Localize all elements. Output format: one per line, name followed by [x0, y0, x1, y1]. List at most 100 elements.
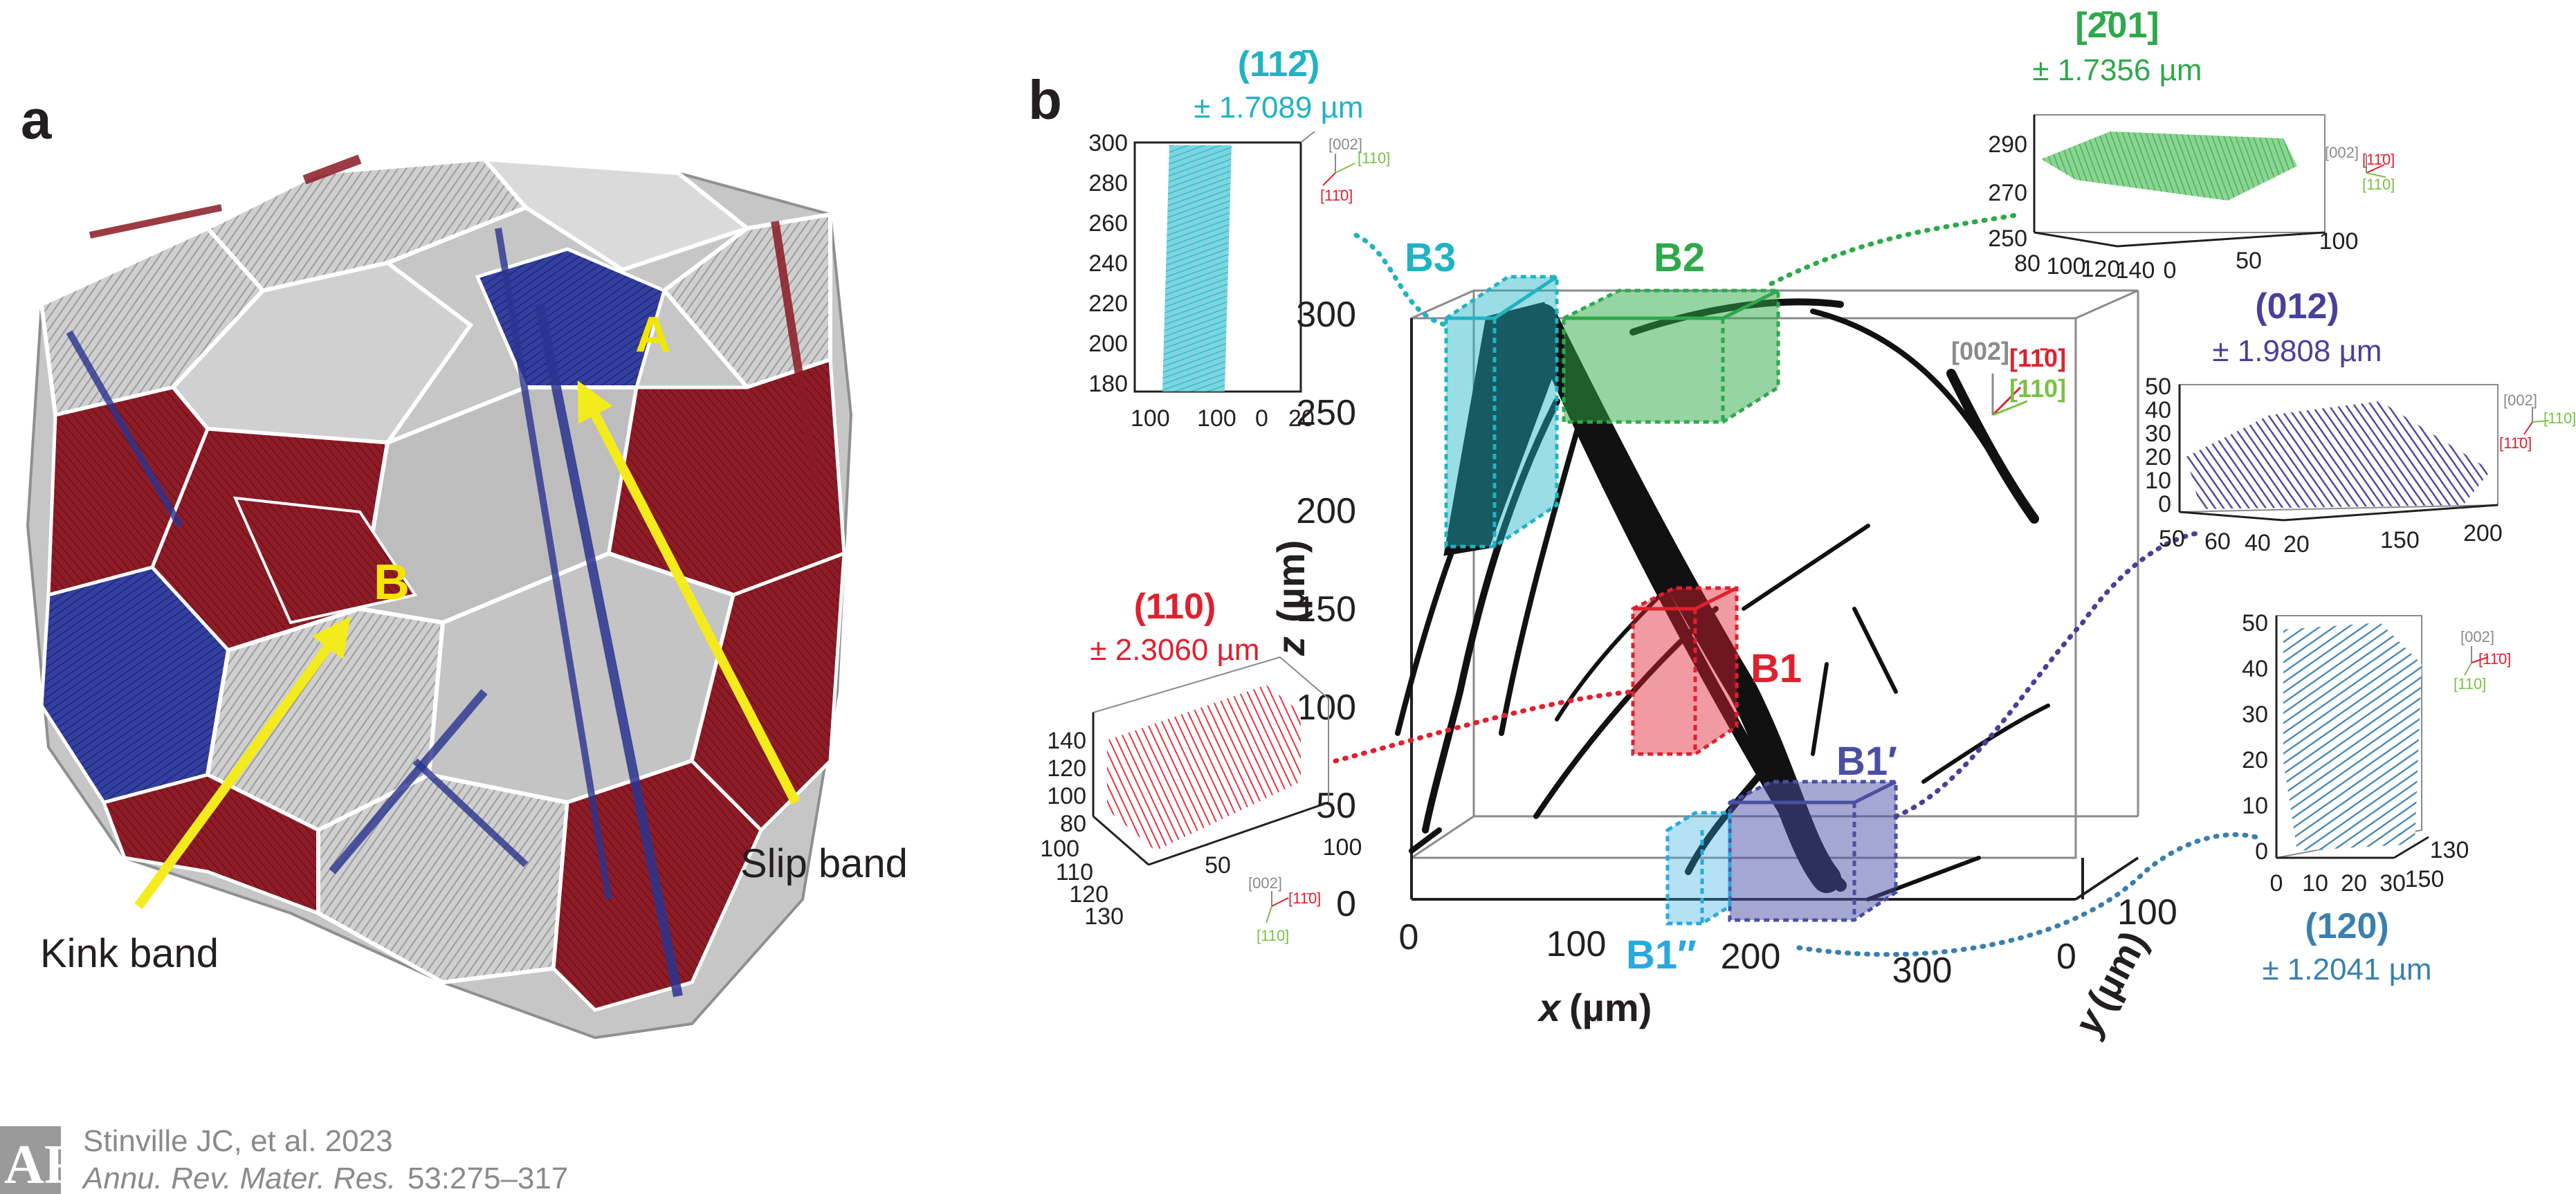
- box-label-b1-double-prime: B1″: [1626, 933, 1697, 977]
- box-b1: [1631, 586, 1739, 756]
- inset-b3-z-tick: 200: [1088, 331, 1128, 357]
- inset-b2: [2̄01] ± 1.7356 µm 290 270 250 80 100 12…: [1988, 6, 2395, 284]
- inset-b1-double-prime: 50 40 30 20 10 0 0 10 20 30 130 150 (120…: [2242, 610, 2511, 986]
- y-ticks: 0 100: [2056, 892, 2177, 977]
- svg-text:AR: AR: [4, 1135, 85, 1194]
- inset-b3-z-tick: 260: [1088, 210, 1128, 237]
- inset-b1-triad: [002] [11̄0] [110]: [1248, 874, 1321, 944]
- inset-b1pp-x-tick: 10: [2302, 870, 2328, 897]
- x-tick: 300: [1892, 950, 1953, 991]
- y-axis-title: y (µm): [2065, 924, 2156, 1043]
- inset-b1p-z-tick: 10: [2145, 468, 2171, 494]
- inset-b1p-sub: ± 1.9808 µm: [2212, 334, 2382, 368]
- inset-b1pp-z-tick: 30: [2242, 701, 2268, 728]
- inset-b1pp-triad-b: [11̄0]: [2478, 650, 2511, 668]
- inset-b2-x-tick: 100: [2047, 253, 2086, 279]
- inset-b2-triad-a: [002]: [2325, 144, 2359, 161]
- credit-pages: 53:275–317: [408, 1161, 568, 1194]
- inset-b2-sub: ± 1.7356 µm: [2032, 53, 2202, 87]
- box-label-b1: B1: [1751, 646, 1802, 691]
- slip-band-arrow: [576, 380, 801, 805]
- inset-b3-triad-b: [110]: [1358, 149, 1390, 167]
- inset-b1pp-z-tick: 0: [2255, 838, 2268, 865]
- inset-b1-z-tick: 100: [1047, 783, 1086, 809]
- z-tick: 150: [1296, 589, 1356, 630]
- inset-b3-x-tick: 20: [1288, 405, 1315, 432]
- inset-b1p-x-tick: 50: [2159, 526, 2185, 552]
- main-3d-plot: B3 B2 B1 B1′ B1″ 300 250 200 150 100 50 …: [1269, 235, 2177, 1043]
- inset-b1pp-sub: ± 1.2041 µm: [2262, 953, 2431, 986]
- z-tick: 50: [1316, 786, 1356, 826]
- marker-a: A: [635, 307, 671, 362]
- box-b2: [1562, 288, 1780, 424]
- panel-a-label: a: [21, 89, 52, 150]
- inset-b1: (110) ± 2.3060 µm 140 120 100 80 100 110…: [1040, 587, 1362, 944]
- inset-b1-triad-a: [002]: [1248, 874, 1282, 892]
- inset-b1pp-y-tick: 150: [2405, 866, 2445, 892]
- box-label-b1-prime: B1′: [1836, 739, 1897, 784]
- inset-b1p-x-tick: 60: [2204, 529, 2231, 555]
- inset-b2-triad-b: [11̄0]: [2362, 151, 2395, 168]
- inset-b1-triad-c: [110]: [1257, 927, 1289, 944]
- box-label-b2: B2: [1654, 235, 1705, 280]
- slip-band-label: Slip band: [740, 841, 908, 886]
- inset-b3-x-tick: 100: [1197, 405, 1236, 432]
- x-tick: 0: [1399, 917, 1419, 957]
- inset-b1p-triad: [002] [11̄0] [110]: [2499, 392, 2576, 452]
- inset-b1pp-x-tick: 30: [2379, 870, 2406, 897]
- z-ticks: 300 250 200 150 100 50 0: [1296, 295, 1356, 924]
- x-tick: 100: [1546, 924, 1607, 964]
- triad-label-110: [110]: [2009, 374, 2066, 403]
- x-axis-letter: x: [1537, 986, 1562, 1029]
- inset-b1pp-z-tick: 20: [2242, 747, 2268, 773]
- inset-b1p-x-tick: 150: [2380, 527, 2420, 553]
- x-axis-unit: (µm): [1569, 986, 1652, 1029]
- inset-b3-triad-a: [002]: [1328, 136, 1362, 153]
- credit: AR Stinville JC, et al. 2023 Annu. Rev. …: [0, 1124, 568, 1194]
- inset-b3-z-tick: 240: [1088, 250, 1128, 277]
- inset-b1p-z-tick: 30: [2145, 421, 2171, 447]
- inset-b1pp-triad: [002] [11̄0] [110]: [2454, 628, 2511, 692]
- y-axis-unit: (µm): [2079, 924, 2156, 1017]
- box-b3: [1444, 275, 1559, 549]
- inset-b1pp-triad-a: [002]: [2460, 628, 2494, 645]
- x-ticks: 0 100 200 300: [1399, 917, 1953, 991]
- kink-band-arrow: [134, 616, 351, 910]
- inset-b1pp-z-tick: 40: [2242, 656, 2268, 682]
- box-b1-prime: [1728, 780, 1898, 922]
- inset-b1p-z-tick: 0: [2158, 491, 2171, 517]
- inset-b1p-triad-a: [002]: [2503, 392, 2537, 409]
- inset-b2-x-tick: 0: [2164, 257, 2177, 284]
- inset-b1pp-plane: (120): [2305, 906, 2388, 946]
- inset-b1-plane: (110): [1134, 587, 1216, 627]
- triad-label-1-10: [11̄0]: [2009, 344, 2066, 372]
- inset-b3: (112̄) ± 1.7089 µm 300 280 260 240 220 2…: [1088, 44, 1390, 432]
- inset-b1-z-tick: 140: [1047, 728, 1086, 754]
- inset-b1p-z-tick: 50: [2145, 374, 2171, 400]
- z-tick: 300: [1296, 295, 1356, 335]
- inset-b1pp-z-tick: 10: [2242, 793, 2268, 819]
- z-axis-letter: z: [1269, 636, 1313, 656]
- inset-b1-y-tick: 130: [1084, 903, 1124, 930]
- inset-b1-y-tick: 100: [1040, 836, 1079, 862]
- inset-b1-sub: ± 2.3060 µm: [1090, 633, 1259, 667]
- inset-b2-plane: [2̄01]: [2075, 6, 2159, 46]
- box-label-b3: B3: [1405, 235, 1456, 280]
- z-tick: 200: [1296, 491, 1356, 531]
- inset-b1-x-tick: 50: [1205, 852, 1231, 879]
- panel-b: b: [1028, 6, 2576, 1043]
- inset-b1-z-tick: 120: [1047, 755, 1086, 782]
- inset-b2-triad-c: [110]: [2362, 176, 2395, 193]
- inset-b1-prime: (012) ± 1.9808 µm 50 40 30 20 10 0 50 60…: [2145, 286, 2576, 558]
- triad-label-002: [002]: [1951, 337, 2009, 365]
- inset-b2-x-tick: 80: [2014, 250, 2040, 277]
- inset-b1pp-x-tick: 0: [2270, 870, 2283, 897]
- inset-b3-triad: [002] [110] [11̄0]: [1320, 136, 1390, 204]
- inset-b1pp-y-tick: 130: [2430, 837, 2469, 863]
- microstructure-render: [26, 154, 853, 1040]
- inset-b2-x-tick: 140: [2116, 257, 2155, 284]
- inset-b1-z-tick: 80: [1060, 811, 1086, 837]
- inset-b3-x-tick: 100: [1131, 405, 1170, 432]
- inset-b1-y-tick: 110: [1056, 859, 1093, 885]
